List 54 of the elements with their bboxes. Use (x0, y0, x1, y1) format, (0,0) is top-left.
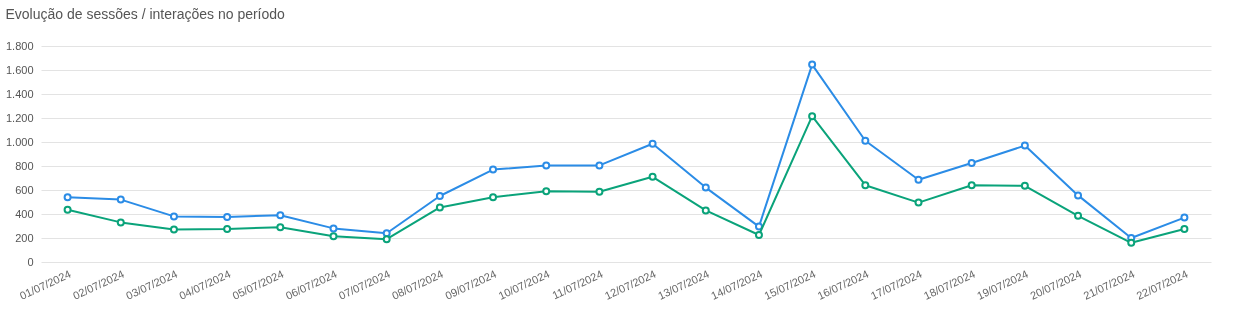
point (276, 211, 285, 220)
point (914, 175, 923, 184)
point (648, 172, 657, 181)
y-tick-label: 200 (15, 231, 34, 244)
point (808, 112, 817, 121)
point (1180, 225, 1189, 233)
y-tick-label: 1.000 (5, 135, 34, 148)
point (489, 165, 498, 174)
point (595, 187, 604, 196)
point (329, 232, 338, 241)
point (116, 218, 125, 227)
point (595, 161, 604, 170)
point (754, 231, 763, 239)
point (1074, 191, 1083, 200)
point (276, 223, 285, 232)
y-tick-label: 600 (15, 183, 34, 196)
point (1074, 211, 1083, 220)
point (701, 206, 710, 215)
point (967, 181, 976, 190)
point (382, 229, 391, 238)
y-tick-label: 1.800 (5, 39, 34, 52)
point (648, 139, 657, 148)
point (861, 136, 870, 145)
y-tick-label: 0 (27, 255, 34, 268)
point (701, 183, 710, 192)
y-tick-label: 1.400 (5, 87, 34, 100)
point (116, 195, 125, 204)
point (382, 235, 391, 244)
point (914, 198, 923, 207)
point (63, 193, 72, 202)
y-tick-label: 400 (15, 207, 34, 220)
point (223, 213, 232, 221)
point (1020, 141, 1029, 150)
y-tick-label: 1.200 (5, 111, 34, 124)
point (542, 187, 551, 196)
y-tick-label: 1.600 (5, 63, 34, 76)
point (435, 203, 444, 212)
point (489, 193, 498, 202)
point (542, 161, 551, 170)
point (329, 224, 338, 233)
point (861, 181, 870, 190)
point (754, 222, 763, 231)
point (1180, 213, 1189, 222)
y-tick-label: 800 (15, 159, 34, 172)
point (1127, 238, 1136, 247)
point (169, 212, 178, 221)
point (223, 225, 232, 233)
chart-title: Evolução de sessões / interações no período (5, 6, 286, 22)
point (63, 205, 72, 214)
point (435, 192, 444, 200)
point (169, 225, 178, 234)
point (808, 60, 817, 69)
point (1020, 181, 1029, 190)
point (967, 159, 976, 167)
